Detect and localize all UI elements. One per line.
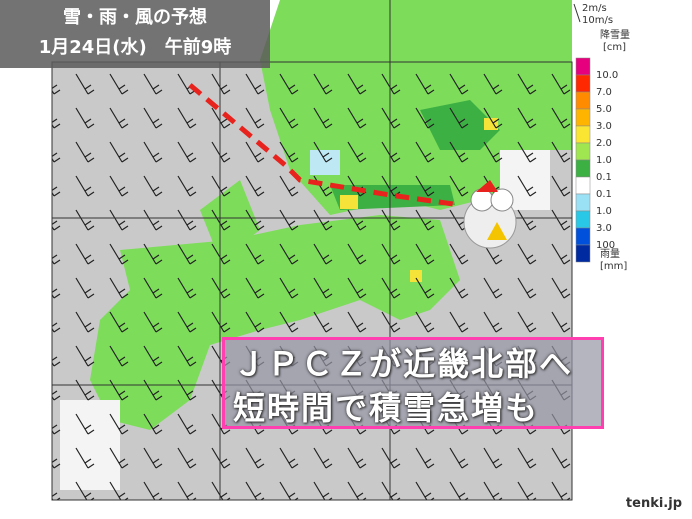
- legend-swatch: [575, 159, 591, 178]
- legend-label: 2.0: [596, 138, 612, 149]
- legend-swatch: [575, 57, 591, 76]
- legend-label: 0.1: [596, 189, 612, 200]
- legend-label: 1.0: [596, 155, 612, 166]
- subtitle: 1月24日(水) 午前9時: [38, 37, 232, 58]
- legend-label: 5.0: [596, 104, 612, 115]
- legend-label: 3.0: [596, 223, 612, 234]
- callout-line: 短時間で積雪急増も: [233, 389, 540, 427]
- legend-swatch: [575, 227, 591, 246]
- legend-label: 0.1: [596, 172, 612, 183]
- wind-legend-label: 10m/s: [582, 15, 613, 26]
- legend-swatch: [575, 210, 591, 229]
- callout-line: ＪＰＣＺが近畿北部へ: [233, 345, 574, 383]
- wind-legend-label: 2m/s: [582, 3, 607, 14]
- jpcz-line: [188, 83, 461, 208]
- legend-label: 10.0: [596, 70, 618, 81]
- legend-swatch: [575, 193, 591, 212]
- legend-swatch: [575, 74, 591, 93]
- legend-label: 3.0: [596, 121, 612, 132]
- legend-label: 100: [596, 240, 615, 251]
- legend-swatch: [575, 125, 591, 144]
- title-box: 雪・雨・風の予想 1月24日(水) 午前9時: [0, 0, 270, 68]
- legend-unit: [mm]: [600, 261, 627, 272]
- legend-swatch: [575, 176, 591, 195]
- legend-label: 7.0: [596, 87, 612, 98]
- legend-swatch: [575, 91, 591, 110]
- brand: tenki.jp: [625, 496, 682, 511]
- wind-legend: 2m/s 10m/s: [573, 3, 613, 26]
- legend-swatch: [575, 244, 591, 263]
- callout: ＪＰＣＺが近畿北部へ 短時間で積雪急増も: [222, 337, 604, 429]
- legend-label: 1.0: [596, 206, 612, 217]
- wind-barbs: [52, 62, 572, 500]
- legend-swatch: [575, 142, 591, 161]
- snowman-icon: [463, 180, 517, 249]
- title: 雪・雨・風の予想: [63, 7, 207, 28]
- legend-title: 雨量: [600, 248, 620, 260]
- legend-swatch: [575, 108, 591, 127]
- legend-unit: [cm]: [603, 42, 626, 53]
- map-frame: [51, 61, 573, 501]
- legend-title: 降雪量: [600, 28, 630, 41]
- color-legend: 降雪量 [cm] 雨量 [mm] 10.0 7.0 5.0 3.0 2.0 1.0 0.1 0…: [575, 28, 630, 272]
